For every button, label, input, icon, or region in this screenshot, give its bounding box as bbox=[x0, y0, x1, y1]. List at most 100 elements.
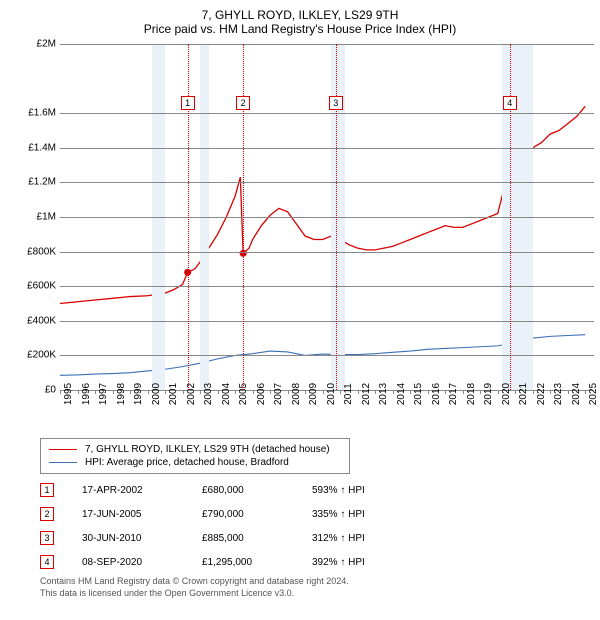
x-axis-label: 2008 bbox=[291, 383, 302, 405]
x-tick bbox=[305, 390, 306, 394]
x-axis-label: 1999 bbox=[133, 383, 144, 405]
x-tick bbox=[95, 390, 96, 394]
y-axis-label: £1.4M bbox=[28, 142, 56, 153]
x-tick bbox=[113, 390, 114, 394]
x-axis-label: 2009 bbox=[308, 383, 319, 405]
x-tick bbox=[550, 390, 551, 394]
sale-marker-box: 2 bbox=[236, 96, 250, 110]
table-row: 408-SEP-2020£1,295,000392% ↑ HPI bbox=[40, 550, 373, 574]
sale-marker-icon: 3 bbox=[40, 531, 54, 545]
x-axis-label: 1997 bbox=[98, 383, 109, 405]
x-tick bbox=[288, 390, 289, 394]
x-axis-label: 1996 bbox=[81, 383, 92, 405]
sale-marker-icon: 2 bbox=[40, 507, 54, 521]
x-tick bbox=[393, 390, 394, 394]
x-axis-label: 2006 bbox=[256, 383, 267, 405]
x-tick bbox=[130, 390, 131, 394]
x-axis-label: 2004 bbox=[221, 383, 232, 405]
y-gridline bbox=[60, 44, 594, 45]
footnote: Contains HM Land Registry data © Crown c… bbox=[40, 576, 596, 599]
x-tick bbox=[200, 390, 201, 394]
x-axis-label: 2003 bbox=[203, 383, 214, 405]
x-tick bbox=[445, 390, 446, 394]
x-tick bbox=[323, 390, 324, 394]
x-tick bbox=[165, 390, 166, 394]
table-row: 117-APR-2002£680,000593% ↑ HPI bbox=[40, 478, 373, 502]
sale-price: £680,000 bbox=[202, 478, 312, 502]
sale-pct: 335% ↑ HPI bbox=[312, 502, 373, 526]
sale-date: 17-JUN-2005 bbox=[82, 502, 202, 526]
x-axis-label: 2017 bbox=[448, 383, 459, 405]
y-gridline bbox=[60, 148, 594, 149]
x-axis-label: 1998 bbox=[116, 383, 127, 405]
sale-marker-box: 4 bbox=[503, 96, 517, 110]
x-axis-label: 2015 bbox=[413, 383, 424, 405]
y-gridline bbox=[60, 355, 594, 356]
sale-pct: 312% ↑ HPI bbox=[312, 526, 373, 550]
y-gridline bbox=[60, 321, 594, 322]
sale-date: 08-SEP-2020 bbox=[82, 550, 202, 574]
x-tick bbox=[410, 390, 411, 394]
sale-price: £790,000 bbox=[202, 502, 312, 526]
y-gridline bbox=[60, 286, 594, 287]
sale-marker-box: 3 bbox=[329, 96, 343, 110]
sale-marker-icon: 4 bbox=[40, 555, 54, 569]
x-tick bbox=[253, 390, 254, 394]
legend: 7, GHYLL ROYD, ILKLEY, LS29 9TH (detache… bbox=[40, 438, 350, 474]
x-axis-label: 2007 bbox=[273, 383, 284, 405]
x-axis-label: 2014 bbox=[396, 383, 407, 405]
y-axis-label: £800K bbox=[27, 246, 56, 257]
x-axis-label: 2016 bbox=[431, 383, 442, 405]
table-row: 330-JUN-2010£885,000312% ↑ HPI bbox=[40, 526, 373, 550]
chart-area: £0£200K£400K£600K£800K£1M£1.2M£1.4M£1.6M… bbox=[22, 42, 596, 432]
footnote-line2: This data is licensed under the Open Gov… bbox=[40, 588, 596, 600]
x-tick bbox=[463, 390, 464, 394]
x-tick bbox=[148, 390, 149, 394]
legend-swatch bbox=[49, 462, 77, 463]
x-axis-label: 2001 bbox=[168, 383, 179, 405]
x-tick bbox=[60, 390, 61, 394]
x-tick bbox=[183, 390, 184, 394]
x-axis-label: 2012 bbox=[361, 383, 372, 405]
y-axis-label: £2M bbox=[37, 39, 56, 50]
x-axis-label: 2025 bbox=[588, 383, 599, 405]
x-axis-label: 2023 bbox=[553, 383, 564, 405]
table-row: 2 17-JUN-2005£790,000335% ↑ HPI bbox=[40, 502, 373, 526]
y-axis-label: £0 bbox=[45, 385, 56, 396]
x-tick bbox=[375, 390, 376, 394]
x-tick bbox=[568, 390, 569, 394]
sale-marker-box: 1 bbox=[181, 96, 195, 110]
title-line2: Price paid vs. HM Land Registry's House … bbox=[4, 22, 596, 36]
x-tick bbox=[515, 390, 516, 394]
x-tick bbox=[218, 390, 219, 394]
sale-date: 30-JUN-2010 bbox=[82, 526, 202, 550]
y-gridline bbox=[60, 182, 594, 183]
y-axis-label: £400K bbox=[27, 315, 56, 326]
y-axis-label: £1.6M bbox=[28, 108, 56, 119]
legend-row: HPI: Average price, detached house, Brad… bbox=[49, 456, 341, 469]
sale-pct: 593% ↑ HPI bbox=[312, 478, 373, 502]
x-axis-label: 2019 bbox=[483, 383, 494, 405]
y-axis-label: £1M bbox=[37, 212, 56, 223]
x-tick bbox=[235, 390, 236, 394]
x-axis-label: 2024 bbox=[571, 383, 582, 405]
y-gridline bbox=[60, 113, 594, 114]
y-axis-label: £200K bbox=[27, 350, 56, 361]
x-axis-label: 2013 bbox=[378, 383, 389, 405]
sale-price: £1,295,000 bbox=[202, 550, 312, 574]
sales-table: 117-APR-2002£680,000593% ↑ HPI 2 17-JUN-20… bbox=[40, 478, 373, 574]
x-axis-label: 2000 bbox=[151, 383, 162, 405]
x-tick bbox=[340, 390, 341, 394]
legend-row: 7, GHYLL ROYD, ILKLEY, LS29 9TH (detache… bbox=[49, 443, 341, 456]
footnote-line1: Contains HM Land Registry data © Crown c… bbox=[40, 576, 596, 588]
legend-swatch bbox=[49, 449, 77, 450]
y-gridline bbox=[60, 217, 594, 218]
x-tick bbox=[358, 390, 359, 394]
x-tick bbox=[533, 390, 534, 394]
x-tick bbox=[480, 390, 481, 394]
x-axis-label: 2022 bbox=[536, 383, 547, 405]
sale-date: 17-APR-2002 bbox=[82, 478, 202, 502]
legend-label: 7, GHYLL ROYD, ILKLEY, LS29 9TH (detache… bbox=[85, 444, 330, 455]
legend-label: HPI: Average price, detached house, Brad… bbox=[85, 457, 289, 468]
x-tick bbox=[428, 390, 429, 394]
